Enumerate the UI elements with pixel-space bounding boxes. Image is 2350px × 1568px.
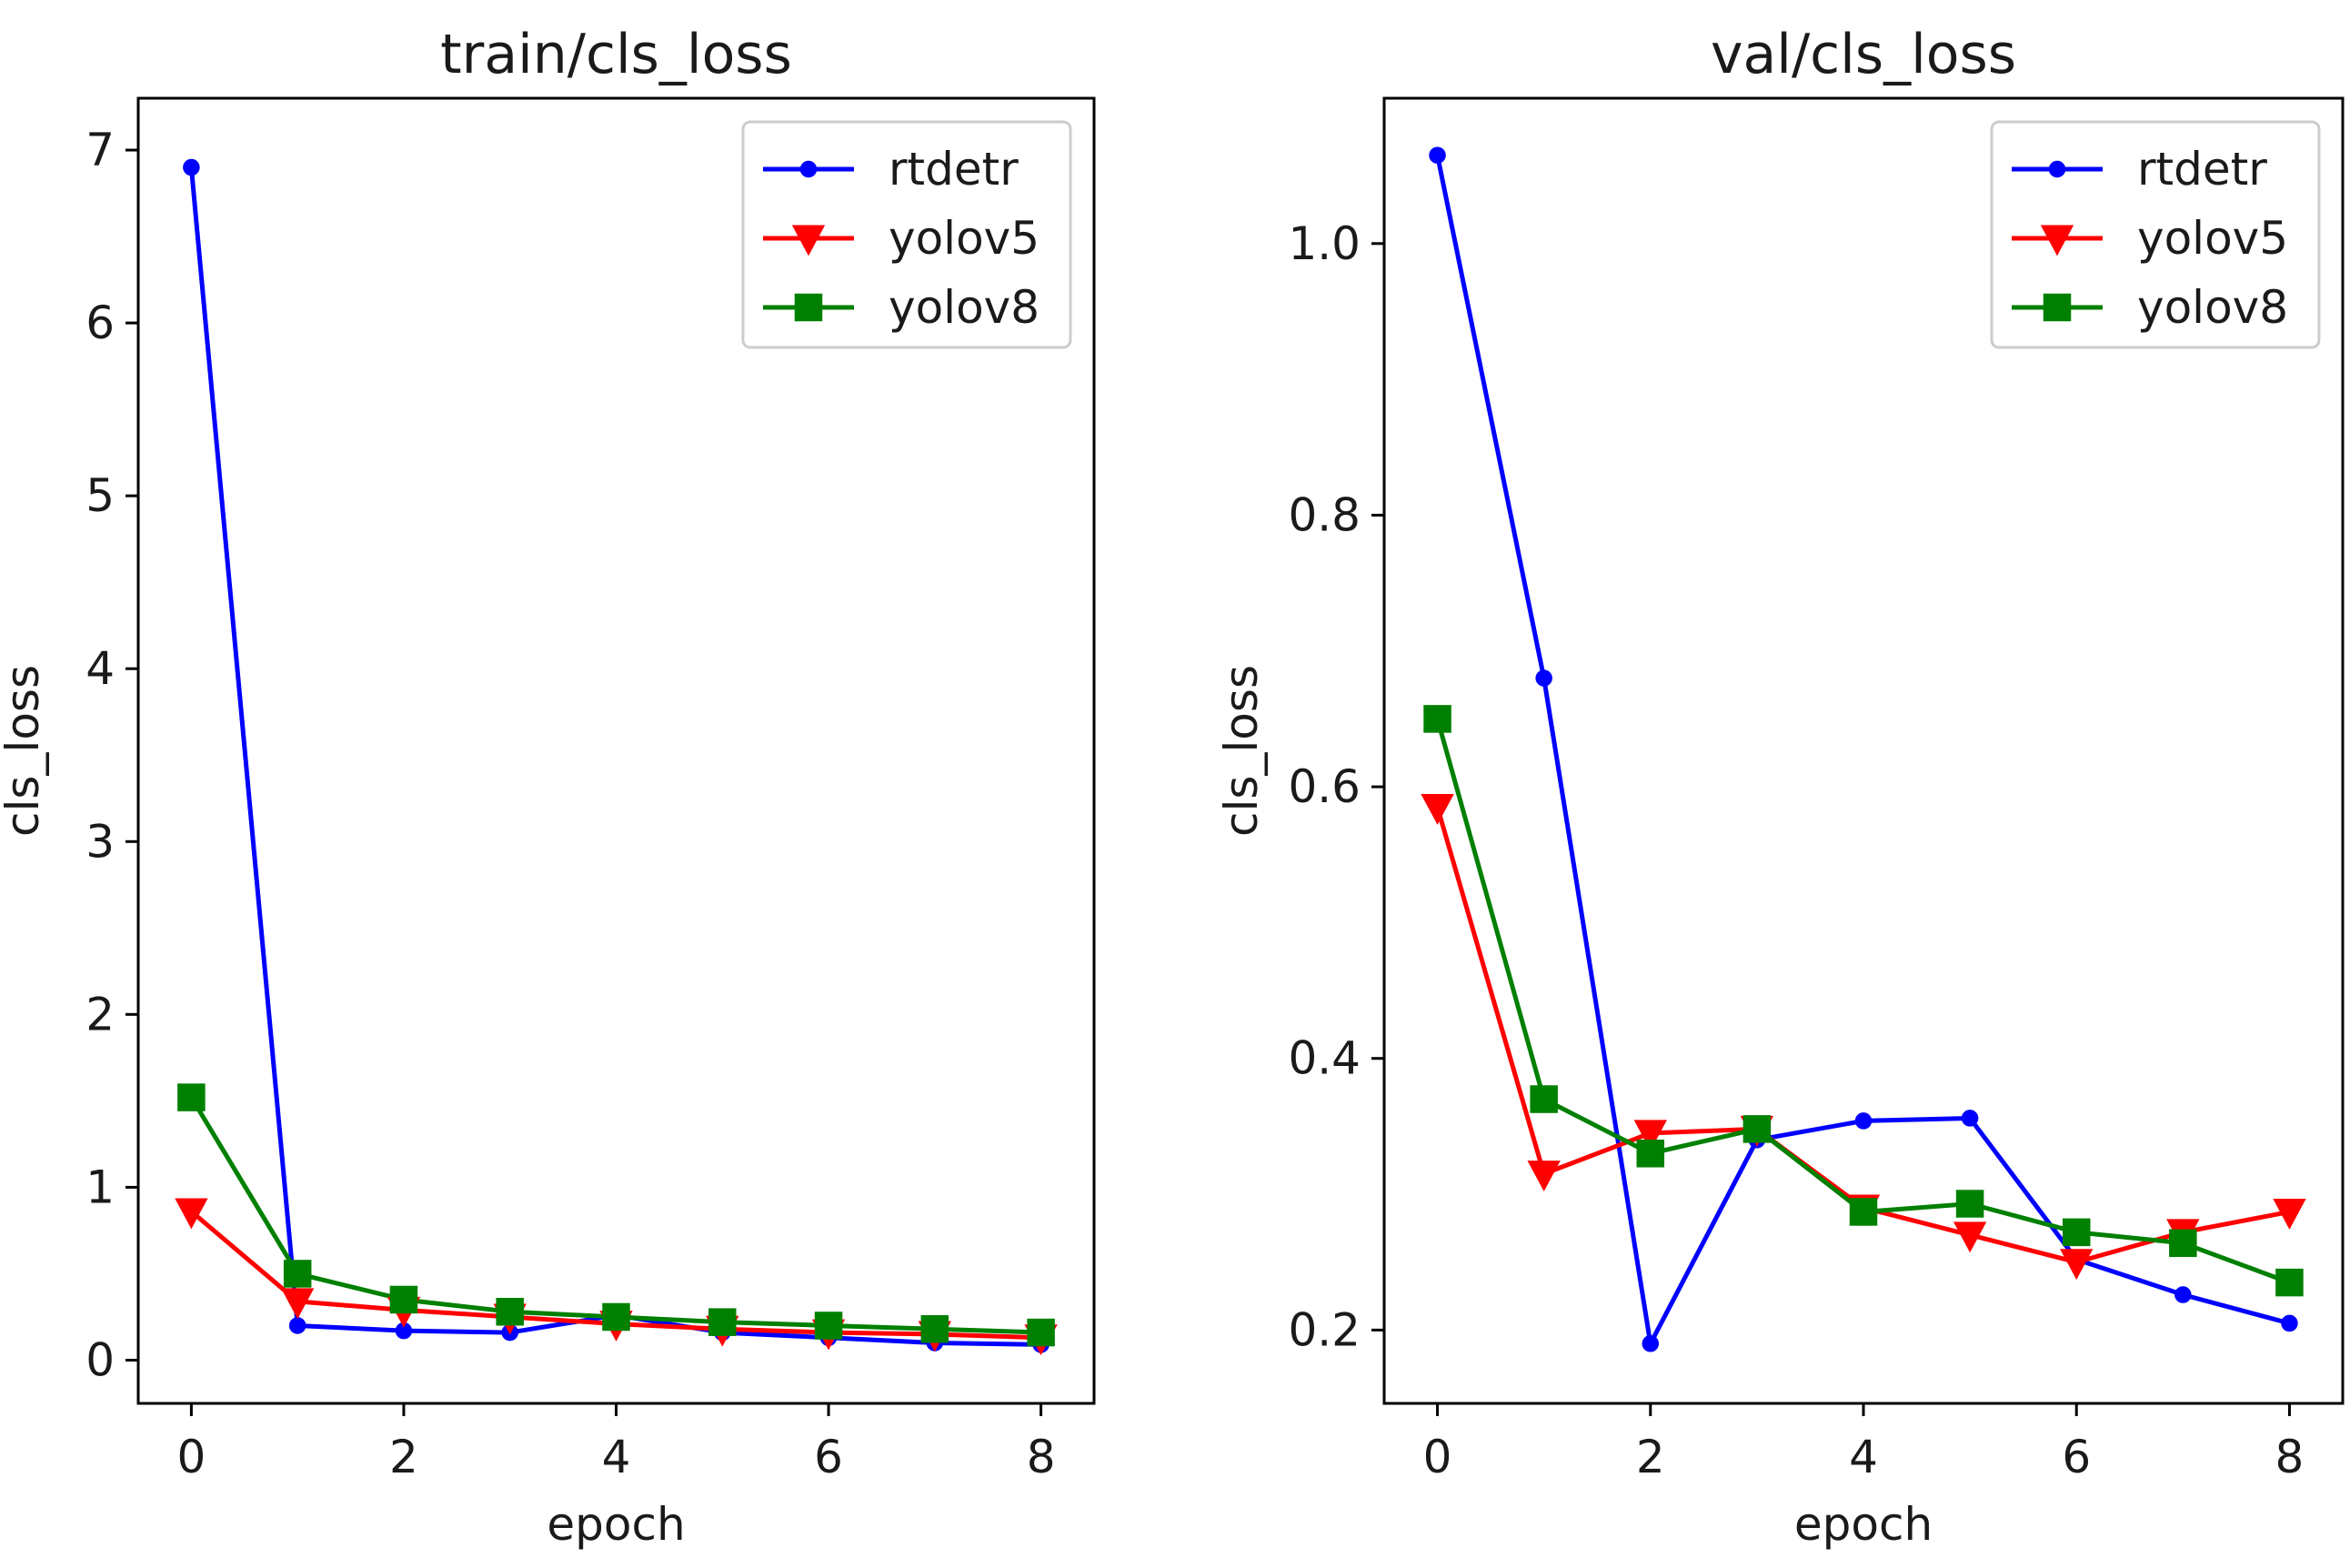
x-tick-label: 0: [176, 1431, 206, 1483]
y-axis-label: cls_loss: [1215, 665, 1268, 837]
data-point-yolov8: [1742, 1115, 1772, 1143]
legend: rtdetr yolov5 yolov8: [1990, 120, 2321, 349]
data-point-yolov5: [1633, 1120, 1667, 1151]
y-tick-label: 3: [85, 815, 115, 868]
legend-marker-rtdetr: [2048, 160, 2066, 178]
legend-label-yolov5: yolov5: [889, 212, 1039, 265]
y-tick-label: 5: [85, 469, 115, 522]
legend: rtdetr yolov5 yolov8: [741, 120, 1072, 349]
x-axis-label: epoch: [547, 1498, 685, 1551]
x-tick-label: 4: [602, 1431, 631, 1483]
chart-panel-0: train/cls_loss 0 2 4 6 8 0 1 2 3 4 5 6 7 epoch cls_loss…: [0, 23, 1096, 1551]
data-point-rtdetr: [1642, 1335, 1660, 1352]
legend-label-yolov8: yolov8: [2137, 281, 2288, 334]
x-axis-label: epoch: [1794, 1498, 1933, 1551]
legend-box: [741, 120, 1072, 349]
x-tick-label: 6: [814, 1431, 843, 1483]
legend-label-rtdetr: rtdetr: [2137, 143, 2267, 196]
legend-marker-yolov8: [794, 293, 823, 322]
data-point-rtdetr: [1961, 1110, 1979, 1127]
legend-marker-rtdetr: [799, 160, 818, 178]
x-tick-label: 6: [2062, 1431, 2091, 1483]
data-point-yolov8: [708, 1308, 737, 1336]
chart-title: val/cls_loss: [1711, 23, 2016, 86]
y-tick-label: 1.0: [1288, 217, 1361, 270]
x-tick-label: 8: [2275, 1431, 2305, 1483]
y-tick-label: 6: [85, 297, 115, 349]
y-tick-label: 0.2: [1288, 1303, 1361, 1356]
y-tick-label: 0.6: [1288, 760, 1361, 813]
y-tick-label: 2: [85, 988, 115, 1040]
chart-panel-1: val/cls_loss 0 2 4 6 8 0.2 0.4 0.6 0.8 1.0 epoch cls…: [1215, 23, 2345, 1551]
data-point-yolov5: [280, 1288, 315, 1320]
data-point-yolov8: [2275, 1268, 2304, 1297]
legend-box: [1990, 120, 2321, 349]
chart-title: train/cls_loss: [440, 23, 792, 86]
data-point-rtdetr: [1854, 1112, 1873, 1130]
data-point-rtdetr: [288, 1317, 306, 1334]
y-tick-label: 7: [85, 124, 115, 176]
data-point-rtdetr: [2281, 1314, 2298, 1332]
data-point-yolov8: [283, 1260, 312, 1288]
data-point-yolov5: [1953, 1221, 1987, 1253]
y-tick-label: 0.8: [1288, 488, 1361, 541]
x-tick-label: 0: [1423, 1431, 1452, 1483]
y-tick-label: 0.4: [1288, 1032, 1361, 1085]
data-point-yolov8: [1530, 1085, 1558, 1113]
data-point-yolov8: [1636, 1139, 1665, 1168]
data-point-yolov5: [2273, 1198, 2306, 1230]
data-point-yolov8: [389, 1285, 418, 1314]
data-point-rtdetr: [1535, 669, 1552, 687]
data-point-yolov5: [1527, 1161, 1561, 1192]
data-point-yolov8: [2169, 1229, 2197, 1258]
legend-marker-yolov5: [2040, 225, 2074, 256]
legend-marker-yolov8: [2043, 293, 2072, 322]
y-tick-label: 4: [85, 642, 115, 695]
data-point-yolov8: [1027, 1318, 1055, 1347]
data-point-yolov8: [1423, 705, 1451, 733]
plot-frame: [1382, 96, 2345, 1405]
data-point-yolov5: [175, 1198, 208, 1230]
data-point-rtdetr: [183, 158, 200, 176]
legend-label-yolov5: yolov5: [2137, 212, 2288, 265]
x-tick-label: 8: [1027, 1431, 1056, 1483]
x-tick-label: 2: [1636, 1431, 1665, 1483]
legend-marker-yolov5: [791, 225, 826, 256]
data-point-rtdetr: [1429, 146, 1446, 164]
data-point-yolov8: [2062, 1218, 2091, 1247]
x-tick-label: 2: [389, 1431, 418, 1483]
legend-label-yolov8: yolov8: [889, 281, 1039, 334]
data-point-rtdetr: [2174, 1286, 2192, 1303]
data-point-yolov8: [602, 1302, 630, 1332]
y-tick-label: 0: [85, 1333, 115, 1386]
data-point-yolov8: [1955, 1190, 1984, 1218]
data-point-yolov8: [814, 1312, 843, 1340]
data-point-yolov5: [1421, 793, 1454, 825]
data-point-yolov8: [496, 1298, 524, 1326]
data-point-yolov8: [177, 1083, 206, 1111]
y-tick-label: 1: [85, 1161, 115, 1213]
data-point-yolov8: [920, 1315, 949, 1343]
x-tick-label: 4: [1849, 1431, 1878, 1483]
data-point-yolov5: [2060, 1249, 2094, 1281]
y-axis-label: cls_loss: [0, 665, 49, 837]
data-point-yolov8: [1849, 1198, 1878, 1226]
plot-frame: [136, 96, 1096, 1405]
legend-label-rtdetr: rtdetr: [889, 143, 1019, 196]
